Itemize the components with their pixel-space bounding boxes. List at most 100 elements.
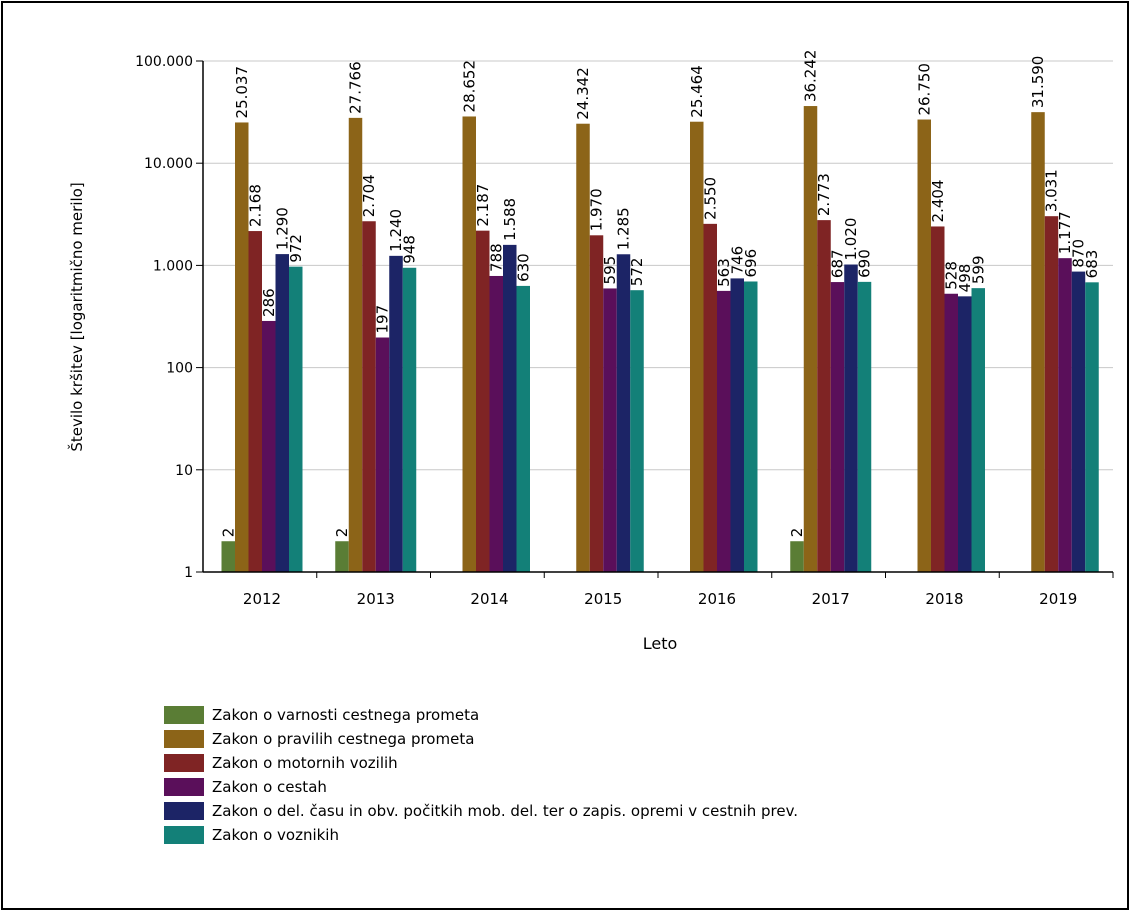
data-label: 25.464 (688, 65, 706, 118)
bar (1085, 282, 1099, 572)
legend: Zakon o varnosti cestnega prometa Zakon o… (164, 703, 798, 847)
data-label: 1.970 (588, 188, 606, 231)
bar (803, 106, 818, 572)
bar (603, 288, 617, 572)
data-label: 572 (628, 258, 646, 287)
bar (703, 223, 717, 572)
bar (221, 541, 235, 572)
y-tick-label: 10 (175, 463, 193, 479)
bar (402, 267, 417, 572)
bar (830, 282, 845, 572)
bar (630, 290, 644, 572)
data-label: 26.750 (915, 63, 933, 116)
y-tick-label: 100.000 (135, 54, 193, 70)
data-label: 948 (401, 235, 419, 264)
data-label: 1.177 (1056, 211, 1074, 254)
y-tick-label: 100 (166, 361, 193, 377)
bar (375, 337, 390, 572)
bar (616, 254, 631, 573)
data-label: 24.342 (574, 67, 592, 120)
data-label: 2.773 (815, 173, 833, 216)
bar (362, 221, 376, 573)
x-tick-label: 2019 (1039, 590, 1077, 608)
legend-label: Zakon o cestah (212, 778, 327, 796)
legend-swatch (164, 730, 204, 748)
legend-swatch (164, 778, 204, 796)
x-axis-title: Leto (643, 634, 678, 653)
bar (1044, 216, 1059, 572)
data-label: 1.020 (842, 218, 860, 261)
bars (221, 106, 1099, 573)
bar (489, 275, 503, 572)
legend-swatch (164, 754, 204, 772)
data-label: 1.240 (387, 209, 405, 252)
data-label: 2 (788, 528, 806, 538)
data-label: 972 (287, 234, 305, 263)
data-label: 286 (260, 288, 278, 317)
bar (462, 116, 476, 573)
y-tick-label: 1.000 (153, 258, 193, 274)
bar (335, 541, 349, 572)
data-label: 563 (715, 258, 733, 287)
data-label: 870 (1070, 239, 1088, 268)
y-tick-label: 1 (184, 565, 193, 581)
axes: 1 10 100 1.000 10.000 100.000 2012 2013 2014 2015… (135, 54, 1114, 608)
legend-item: Zakon o cestah (164, 775, 798, 799)
data-label: 2.168 (246, 184, 264, 227)
data-label: 25.037 (233, 66, 251, 119)
data-label: 27.766 (347, 61, 365, 114)
bar (917, 119, 931, 572)
data-label: 1.285 (615, 207, 633, 250)
bar (844, 264, 858, 572)
data-label: 1.588 (501, 198, 519, 241)
x-tick-label: 2016 (698, 590, 736, 608)
bar (576, 123, 590, 573)
legend-item: Zakon o pravilih cestnega prometa (164, 727, 798, 751)
bar (1058, 258, 1072, 572)
data-label: 1.290 (273, 207, 291, 250)
legend-swatch (164, 706, 204, 724)
legend-label: Zakon o del. času in obv. počitkih mob. … (212, 802, 799, 820)
legend-item: Zakon o voznikih (164, 823, 798, 847)
bar (931, 226, 945, 572)
x-tick-label: 2013 (357, 590, 395, 608)
bar (235, 122, 249, 572)
bar (1071, 271, 1086, 572)
legend-swatch (164, 802, 204, 820)
bar (275, 254, 289, 573)
bar (476, 230, 490, 572)
data-label: 595 (601, 256, 619, 285)
data-label: 2.404 (929, 180, 947, 223)
legend-label: Zakon o varnosti cestnega prometa (212, 706, 480, 724)
legend-item: Zakon o del. času in obv. počitkih mob. … (164, 799, 798, 823)
data-label: 2 (333, 528, 351, 538)
data-label: 31.590 (1029, 56, 1047, 109)
bar (857, 281, 872, 572)
data-label: 2.550 (701, 177, 719, 220)
data-label: 683 (1083, 250, 1101, 279)
legend-swatch (164, 826, 204, 844)
data-label: 788 (487, 243, 505, 272)
y-tick-label: 10.000 (144, 156, 193, 172)
bar (817, 220, 831, 572)
legend-item: Zakon o varnosti cestnega prometa (164, 703, 798, 727)
legend-label: Zakon o motornih vozilih (212, 754, 398, 772)
bar (348, 117, 363, 573)
x-tick-label: 2015 (584, 590, 622, 608)
data-label: 2.704 (360, 174, 378, 217)
x-tick-label: 2012 (243, 590, 281, 608)
data-label: 696 (742, 249, 760, 278)
bar (971, 288, 985, 572)
bar (503, 244, 517, 572)
legend-label: Zakon o voznikih (212, 826, 339, 844)
x-tick-label: 2017 (812, 590, 850, 608)
bar (389, 255, 403, 573)
bar (289, 266, 303, 572)
bar (516, 285, 530, 572)
data-label: 528 (942, 261, 960, 290)
data-label: 690 (856, 249, 874, 278)
data-label: 498 (956, 264, 974, 293)
data-label: 2 (219, 528, 237, 538)
